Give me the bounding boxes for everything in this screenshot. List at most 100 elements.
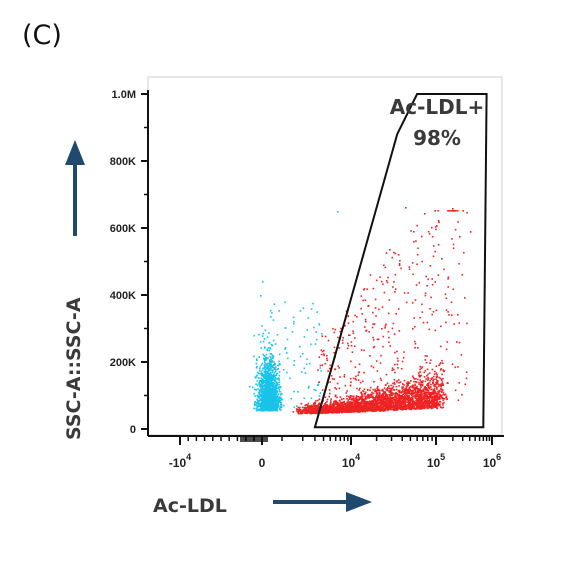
point-negative xyxy=(295,405,298,407)
point-positive xyxy=(325,402,327,404)
point-negative xyxy=(265,374,267,376)
point-positive xyxy=(352,395,355,398)
point-negative xyxy=(276,378,278,380)
point-positive xyxy=(352,330,354,332)
point-positive xyxy=(415,401,417,404)
point-positive xyxy=(332,327,334,330)
point-negative xyxy=(262,385,264,387)
point-negative xyxy=(256,406,259,408)
point-positive xyxy=(418,403,421,406)
point-positive xyxy=(365,391,367,394)
point-positive xyxy=(433,392,436,394)
point-positive xyxy=(332,407,334,409)
point-positive xyxy=(361,402,363,404)
point-positive xyxy=(392,405,394,408)
point-positive xyxy=(358,389,360,391)
point-positive xyxy=(330,375,333,377)
point-positive xyxy=(436,225,438,227)
point-positive xyxy=(371,407,374,409)
point-negative xyxy=(315,389,317,392)
point-positive xyxy=(417,347,419,349)
point-positive xyxy=(312,406,315,408)
point-positive xyxy=(442,402,444,405)
point-positive xyxy=(349,384,352,387)
point-positive xyxy=(442,406,445,409)
point-positive xyxy=(380,379,383,382)
point-positive xyxy=(408,395,410,397)
point-positive xyxy=(315,410,318,413)
point-negative xyxy=(273,368,276,370)
point-positive xyxy=(405,301,408,304)
point-negative xyxy=(256,399,259,402)
point-negative xyxy=(272,375,274,377)
point-positive xyxy=(384,384,387,386)
point-negative xyxy=(273,390,276,392)
point-negative xyxy=(271,378,274,380)
point-positive xyxy=(426,394,428,396)
point-positive xyxy=(382,402,385,405)
point-positive xyxy=(404,396,407,398)
point-positive xyxy=(432,381,434,384)
point-negative xyxy=(280,394,282,396)
point-positive xyxy=(394,288,397,290)
point-positive xyxy=(334,328,337,331)
point-negative xyxy=(264,362,267,365)
point-positive xyxy=(351,351,354,353)
point-negative xyxy=(270,361,273,363)
point-negative xyxy=(261,399,263,401)
point-negative xyxy=(293,322,295,325)
point-positive xyxy=(304,409,307,412)
point-negative xyxy=(258,408,261,411)
point-positive xyxy=(425,402,427,405)
y-arrow-icon xyxy=(65,140,85,236)
point-negative xyxy=(272,373,275,376)
point-negative xyxy=(264,370,266,373)
point-positive xyxy=(392,387,394,389)
point-positive xyxy=(367,393,370,396)
point-positive xyxy=(419,403,422,405)
point-positive xyxy=(466,322,468,325)
point-positive xyxy=(301,409,304,412)
point-positive xyxy=(375,315,377,317)
point-positive xyxy=(416,393,419,396)
point-positive xyxy=(389,395,391,397)
point-positive xyxy=(296,410,298,413)
point-negative xyxy=(279,391,281,393)
point-positive xyxy=(319,403,321,406)
point-negative xyxy=(266,395,268,398)
point-positive xyxy=(362,404,364,407)
point-positive xyxy=(440,379,443,381)
point-negative xyxy=(274,398,277,400)
point-negative xyxy=(261,392,264,394)
x-axis-title: Ac-LDL xyxy=(153,495,227,517)
point-positive xyxy=(338,406,341,408)
point-positive xyxy=(363,388,366,391)
point-positive xyxy=(327,408,329,411)
point-positive xyxy=(436,407,439,409)
point-positive xyxy=(324,408,327,411)
point-negative xyxy=(282,368,285,371)
point-negative xyxy=(275,386,277,389)
y-tick-label: 400K xyxy=(110,290,136,302)
point-negative xyxy=(265,408,268,410)
point-positive xyxy=(388,387,391,390)
point-positive xyxy=(333,410,335,413)
point-positive xyxy=(406,399,409,401)
point-positive xyxy=(381,396,383,399)
point-positive xyxy=(300,412,302,414)
point-positive xyxy=(390,392,392,395)
point-positive xyxy=(419,368,421,371)
point-negative xyxy=(271,394,274,397)
point-negative xyxy=(266,386,269,388)
point-positive xyxy=(459,236,461,238)
point-positive xyxy=(334,387,336,389)
point-negative xyxy=(263,397,266,400)
point-negative xyxy=(271,356,274,358)
point-negative xyxy=(286,338,289,341)
point-positive xyxy=(435,395,437,397)
point-negative xyxy=(263,358,265,360)
point-positive xyxy=(323,353,325,355)
point-positive xyxy=(334,407,337,410)
point-negative xyxy=(310,343,312,346)
point-positive xyxy=(408,392,410,395)
